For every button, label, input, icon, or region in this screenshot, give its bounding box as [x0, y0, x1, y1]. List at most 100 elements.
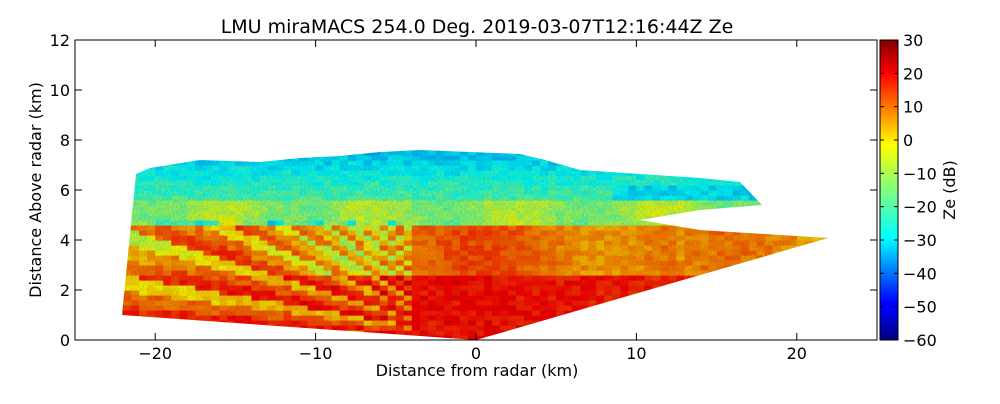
echo-cell	[323, 240, 333, 246]
echo-cell	[219, 230, 228, 236]
echo-cell	[700, 240, 710, 246]
echo-cell	[500, 280, 509, 286]
echo-cell	[291, 190, 301, 196]
echo-cell	[612, 200, 621, 206]
echo-cell	[283, 275, 293, 281]
echo-cell	[580, 210, 589, 216]
echo-cell	[459, 245, 469, 251]
echo-cell	[403, 190, 413, 196]
echo-cell	[612, 175, 621, 181]
echo-cell	[708, 205, 718, 211]
echo-cell	[419, 195, 429, 201]
echo-cell	[323, 180, 333, 186]
echo-cell	[492, 290, 501, 296]
echo-cell	[492, 200, 501, 206]
echo-cell	[203, 200, 212, 206]
echo-cell	[772, 240, 782, 246]
echo-cell	[580, 305, 589, 311]
echo-cell	[315, 290, 325, 296]
echo-cell	[443, 290, 453, 296]
echo-cell	[371, 290, 381, 296]
echo-cell	[395, 235, 405, 241]
echo-cell	[387, 310, 397, 316]
colorbar-tick-label: −50	[903, 298, 937, 317]
echo-cell	[339, 315, 349, 321]
echo-cell	[243, 225, 253, 231]
echo-cell	[155, 215, 164, 221]
echo-cell	[644, 270, 654, 276]
echo-cell	[211, 315, 220, 321]
echo-cell	[660, 190, 670, 196]
echo-cell	[411, 190, 421, 196]
echo-cell	[139, 310, 148, 316]
echo-cell	[484, 270, 493, 276]
echo-cell	[211, 190, 220, 196]
echo-cell	[163, 310, 172, 316]
echo-cell	[580, 225, 589, 231]
echo-cell	[371, 175, 381, 181]
echo-cell	[299, 175, 309, 181]
echo-cell	[484, 205, 493, 211]
echo-cell	[267, 230, 277, 236]
echo-cell	[251, 255, 261, 261]
echo-cell	[371, 330, 381, 336]
echo-cell	[419, 150, 429, 156]
echo-cell	[291, 250, 301, 256]
echo-cell	[275, 240, 285, 246]
echo-cell	[123, 290, 132, 296]
echo-cell	[604, 190, 613, 196]
echo-cell	[459, 150, 469, 156]
echo-cell	[564, 235, 573, 241]
echo-cell	[620, 200, 629, 206]
echo-cell	[219, 250, 228, 256]
echo-cell	[411, 260, 421, 266]
echo-cell	[812, 235, 822, 241]
echo-cell	[580, 170, 589, 176]
echo-cell	[187, 180, 196, 186]
echo-cell	[548, 310, 557, 316]
echo-cell	[419, 220, 429, 226]
echo-cell	[524, 160, 533, 166]
echo-cell	[259, 210, 269, 216]
echo-cell	[508, 310, 517, 316]
echo-cell	[187, 315, 196, 321]
echo-cell	[347, 270, 357, 276]
echo-cell	[516, 235, 525, 241]
echo-cell	[740, 250, 750, 256]
echo-cell	[203, 165, 212, 171]
echo-cell	[508, 200, 517, 206]
echo-cell	[347, 240, 357, 246]
echo-cell	[419, 165, 429, 171]
echo-cell	[267, 210, 277, 216]
echo-cell	[508, 155, 517, 161]
echo-cell	[331, 265, 341, 271]
echo-cell	[692, 260, 702, 266]
echo-cell	[139, 205, 148, 211]
echo-cell	[644, 215, 654, 221]
echo-cell	[243, 275, 253, 281]
echo-cell	[355, 320, 365, 326]
echo-cell	[564, 180, 573, 186]
echo-cell	[411, 315, 421, 321]
echo-cell	[443, 160, 453, 166]
echo-cell	[676, 255, 686, 261]
echo-cell	[596, 190, 605, 196]
echo-cell	[660, 245, 670, 251]
echo-cell	[219, 275, 228, 281]
echo-cell	[235, 200, 245, 206]
echo-cell	[500, 320, 509, 326]
echo-cell	[171, 270, 180, 276]
echo-cell	[435, 275, 445, 281]
echo-cell	[692, 255, 702, 261]
echo-cell	[235, 170, 245, 176]
echo-cell	[379, 240, 389, 246]
echo-cell	[179, 275, 188, 281]
echo-cell	[315, 175, 325, 181]
echo-cell	[604, 225, 613, 231]
echo-cell	[435, 255, 445, 261]
echo-cell	[163, 235, 172, 241]
echo-cell	[219, 205, 228, 211]
echo-cell	[235, 310, 245, 316]
echo-cell	[411, 230, 421, 236]
echo-cell	[307, 300, 317, 306]
